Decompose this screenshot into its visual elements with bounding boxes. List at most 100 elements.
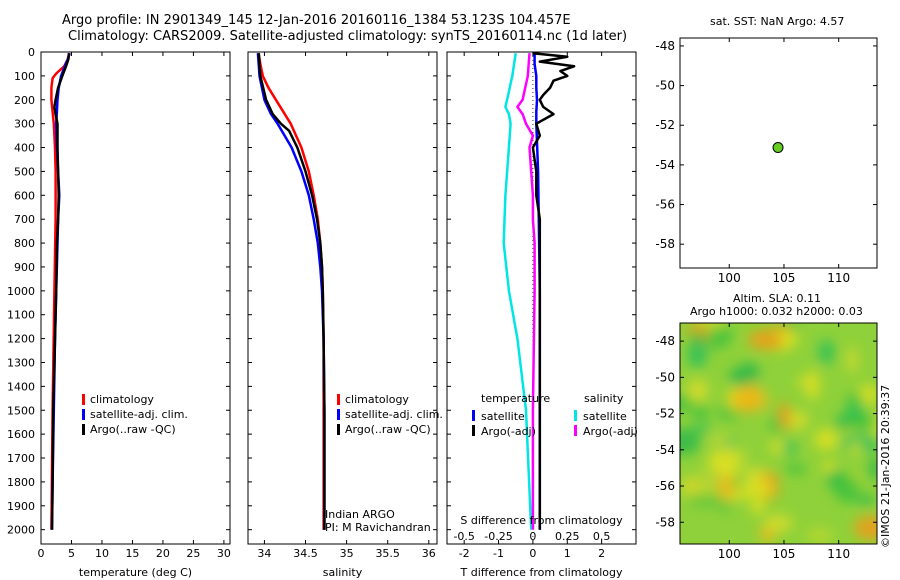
x-tick-label: 34	[257, 547, 271, 560]
difference-panel: -2 -1 0 1 2 T difference from climatology temp…	[446, 51, 638, 579]
y-tick-label: 1800	[7, 476, 35, 489]
y-tick-label: 1300	[7, 356, 35, 369]
secondary-tick-label: 0.25	[555, 530, 580, 543]
legend-swatch	[82, 394, 85, 405]
x-tick-label: 1	[564, 547, 571, 560]
series-line	[50, 52, 71, 530]
x-tick-label: 30	[217, 547, 231, 560]
y-tick-label: 1100	[7, 309, 35, 322]
x-axis-label: temperature (deg C)	[79, 566, 192, 579]
y-tick-label: -52	[655, 407, 675, 421]
x-tick-label: 0	[529, 547, 536, 560]
legend-swatch	[337, 394, 340, 405]
y-tick-label: 2000	[7, 524, 35, 537]
y-tick-label: 300	[14, 118, 35, 131]
legend-label: satellite	[481, 410, 525, 423]
legend-label: satellite	[583, 410, 627, 423]
y-tick-label: -52	[655, 118, 675, 132]
legend-title: temperature	[481, 392, 550, 405]
x-tick-label: -2	[459, 547, 470, 560]
y-tick-label: -56	[655, 198, 675, 212]
x-tick-label: 105	[773, 547, 796, 561]
legend-swatch	[337, 424, 340, 435]
x-tick-label: 25	[186, 547, 200, 560]
annotation-text: Indian ARGO	[325, 508, 395, 521]
y-tick-label: 500	[14, 165, 35, 178]
x-tick-label: 15	[125, 547, 139, 560]
y-tick-label: 1400	[7, 380, 35, 393]
timestamp: ©IMOS 21-Jan-2016 20:39:37	[879, 385, 892, 548]
y-tick-label: 1700	[7, 452, 35, 465]
sla-title-1: Altim. SLA: 0.11	[733, 292, 822, 305]
legend-label: Argo(..raw -QC)	[345, 423, 431, 436]
series-line	[50, 53, 71, 530]
y-tick-label: 400	[14, 142, 35, 155]
y-tick-label: -54	[655, 443, 675, 457]
x-tick-label: 100	[718, 271, 741, 285]
annotation-text: PI: M Ravichandran	[325, 521, 431, 534]
secondary-tick-label: 0.5	[593, 530, 611, 543]
series-line	[257, 53, 325, 530]
x-tick-label: 20	[156, 547, 170, 560]
y-tick-label: -56	[655, 479, 675, 493]
x-tick-label: 34.5	[293, 547, 318, 560]
x-tick-label: 5	[68, 547, 75, 560]
y-tick-label: -48	[655, 334, 675, 348]
sst-map-panel: 100 105 110 -48 -50 -52 -54 -56 -58	[655, 37, 878, 285]
y-tick-label: 900	[14, 261, 35, 274]
legend-swatch	[82, 409, 85, 420]
y-tick-label: 200	[14, 94, 35, 107]
plot-frame	[247, 51, 438, 545]
map-frame	[679, 37, 878, 269]
legend-swatch	[574, 425, 577, 436]
legend-swatch	[82, 424, 85, 435]
y-tick-label: 600	[14, 189, 35, 202]
legend-swatch	[472, 425, 475, 436]
y-tick-label: 1900	[7, 500, 35, 513]
y-tick-label: -54	[655, 158, 675, 172]
secondary-tick-label: 0	[529, 530, 536, 543]
y-tick-label: 1500	[7, 404, 35, 417]
y-tick-label: 1200	[7, 333, 35, 346]
series-line	[257, 53, 326, 530]
y-tick-label: -50	[655, 79, 675, 93]
legend-label: climatology	[90, 393, 154, 406]
header-line-2: Climatology: CARS2009. Satellite-adjuste…	[68, 29, 628, 44]
legend-label: Argo(..raw -QC)	[90, 423, 176, 436]
y-tick-label: -48	[655, 39, 675, 53]
x-tick-label: 2	[598, 547, 605, 560]
series-line	[516, 53, 536, 530]
legend-title: salinity	[584, 392, 624, 405]
y-tick-label: 100	[14, 70, 35, 83]
y-tick-label: -58	[655, 515, 675, 529]
legend-label: climatology	[345, 393, 409, 406]
y-tick-label: 0	[28, 46, 35, 59]
legend-swatch	[472, 410, 475, 421]
secondary-axis-label: S difference from climatology	[460, 514, 623, 527]
x-axis-label: T difference from climatology	[460, 566, 623, 579]
sla-title-2: Argo h1000: 0.032 h2000: 0.03	[690, 305, 863, 318]
y-tick-label: -58	[655, 237, 675, 251]
x-tick-label: 0	[38, 547, 45, 560]
series-line	[531, 51, 576, 530]
sla-map-panel: 100 105 110 -48 -50 -52 -54 -56 -58 ©IMOS 21-Jan-…	[655, 322, 892, 561]
y-tick-label: 800	[14, 237, 35, 250]
legend-label: Argo(-adj)	[481, 425, 536, 438]
y-tick-label: -50	[655, 370, 675, 384]
x-tick-label: 35.5	[375, 547, 400, 560]
header-line-1: Argo profile: IN 2901349_145 12-Jan-2016…	[62, 13, 571, 28]
x-tick-label: 10	[95, 547, 109, 560]
x-tick-label: 36	[422, 547, 436, 560]
argo-location-marker	[772, 142, 784, 154]
x-tick-label: 100	[718, 547, 741, 561]
plot-frame	[446, 51, 637, 545]
sla-heatmap	[680, 323, 877, 544]
temperature-panel: 0 5 10 15 20 25 300100200300400500600700800900…	[7, 46, 231, 579]
salinity-panel: 34 34.5 35 35.5 36 salinity climatology satelli…	[247, 51, 443, 579]
secondary-tick-label: -0.5	[453, 530, 474, 543]
y-tick-label: 1600	[7, 428, 35, 441]
x-tick-label: 35	[340, 547, 354, 560]
x-tick-label: -1	[493, 547, 504, 560]
x-axis-label: salinity	[323, 566, 363, 579]
